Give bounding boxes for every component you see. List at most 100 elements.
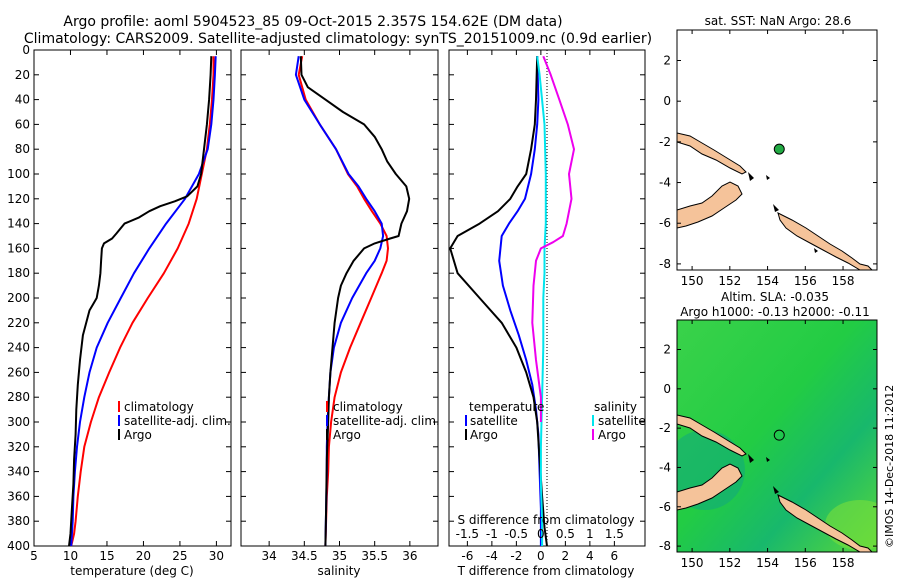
depth-tick-label: 0 (22, 43, 30, 57)
temperature-tick-labels: 5 10 15 20 25 30 (30, 49, 231, 563)
legend-satellite-label: satellite-adj. clim. (333, 414, 440, 428)
temperature-series (68, 56, 217, 547)
lat-tick-label: 0 (663, 94, 671, 108)
lon-tick-label: 154 (756, 556, 779, 570)
lon-tick-label: 152 (718, 274, 741, 288)
island-3 (766, 175, 770, 180)
depth-tick-label: 240 (7, 341, 30, 355)
salinity-axes-frame (240, 49, 439, 547)
legend-argo-label: Argo (333, 428, 361, 442)
x-tick-label: 2 (562, 549, 570, 563)
lat-tick-label: 2 (663, 54, 671, 68)
depth-tick-label: 160 (7, 241, 30, 255)
new-ireland-north (677, 132, 747, 175)
salinity-xlabel: salinity (317, 564, 360, 578)
lat-tick-label: 0 (663, 382, 671, 396)
x-tick-label: 34.5 (291, 549, 318, 563)
legend-argo-label: Argo (124, 428, 152, 442)
series-line-temperature-argo (449, 56, 548, 547)
legend-climatology-label: climatology (333, 400, 403, 414)
lon-tick-label: 154 (756, 274, 779, 288)
x-tick-label: 34 (262, 549, 277, 563)
sla-map-title-2: Argo h1000: -0.13 h2000: -0.11 (680, 305, 870, 319)
island-1 (748, 454, 754, 463)
s-difference-label: S difference from climatology (458, 513, 635, 527)
depth-tick-label: 20 (15, 68, 30, 82)
lon-tick-label: 150 (681, 274, 704, 288)
sla-map-coastline (677, 414, 873, 552)
depth-tick-label: 60 (15, 117, 30, 131)
depth-tick-label: 80 (15, 142, 30, 156)
depth-tick-label: 140 (7, 217, 30, 231)
legend-temp-argo-label: Argo (470, 428, 498, 442)
depth-tick-label: 280 (7, 390, 30, 404)
lat-tick-label: -6 (659, 216, 671, 230)
sst-map-panel: sat. SST: NaN Argo: 28.6 -8-6-4-202 150 1… (659, 14, 878, 288)
island-1 (748, 172, 754, 181)
legend-sal-satellite-label: satellite (598, 414, 646, 428)
new-ireland-north (677, 414, 747, 457)
legend-satellite-label: satellite-adj. clim. (124, 414, 231, 428)
sla-map-lat-labels: -8 -6 -4 -2 0 2 (659, 342, 877, 553)
depth-tick-label: 120 (7, 192, 30, 206)
depth-tick-label: 320 (7, 440, 30, 454)
x-tick-label: 25 (172, 549, 187, 563)
x-tick-label: 5 (30, 549, 38, 563)
x-tick-label: 0 (537, 549, 545, 563)
difference-xlabel: T difference from climatology (457, 564, 635, 578)
series-line-salinity-argo (531, 55, 575, 422)
series-line-climatology (297, 56, 389, 547)
s-tick-label: 1 (586, 527, 594, 541)
s-tick-label: -1.5 (456, 527, 479, 541)
s-tick-label: 0.5 (556, 527, 575, 541)
s-tick-label: -0.5 (505, 527, 528, 541)
lat-tick-label: -8 (659, 539, 671, 553)
x-tick-label: 15 (99, 549, 114, 563)
argo-float-marker (773, 429, 785, 441)
bougainville-land (777, 212, 873, 270)
sst-map-lon-labels: 150 152 154 156 158 (681, 30, 854, 288)
bougainville-land (777, 494, 873, 552)
depth-tick-label: 300 (7, 415, 30, 429)
depth-tick-label: 40 (15, 93, 30, 107)
legend-salinity-header: salinity (594, 400, 637, 414)
x-tick-label: 6 (611, 549, 619, 563)
depth-tick-label: 400 (7, 539, 30, 553)
lon-tick-label: 158 (832, 556, 855, 570)
temperature-axes-frame (33, 49, 232, 547)
x-tick-label: 10 (63, 549, 78, 563)
lon-tick-label: 156 (794, 556, 817, 570)
sst-map-frame (676, 29, 878, 271)
island-2 (773, 486, 779, 494)
lat-tick-label: -4 (659, 176, 671, 190)
depth-tick-labels: 0 20 40 60 80 100 120 140 160 180 200 220 240 260 280 3… (7, 43, 30, 553)
x-tick-label: -4 (486, 549, 498, 563)
island-2 (773, 204, 779, 212)
series-line-salinity-satellite (536, 56, 547, 546)
sla-map-frame (676, 319, 878, 553)
salinity-panel: 34 34.5 35 35.5 36 climatology satellite-adj… (240, 49, 440, 578)
difference-legend: temperature satellite Argo salinity sate… (465, 400, 646, 442)
s-difference-tick-labels: -1.5 -1 -0.5 0 0.5 1 1.5 (456, 527, 624, 541)
sla-map-lon-labels: 150 152 154 156 158 (681, 320, 855, 570)
temperature-legend: climatology satellite-adj. clim. Argo (118, 400, 231, 442)
salinity-tick-labels: 34 34.5 35 35.5 36 (241, 49, 438, 563)
difference-series (449, 55, 575, 547)
island-3 (766, 457, 770, 462)
lon-tick-label: 152 (718, 556, 741, 570)
temperature-panel: 0 20 40 60 80 100 120 140 160 180 200 220 240 260 280 3… (7, 43, 232, 578)
depth-tick-label: 220 (7, 316, 30, 330)
argo-float-marker (773, 143, 785, 155)
sst-map-coastline (677, 132, 873, 270)
new-ireland-land (677, 181, 743, 229)
depth-tick-label: 180 (7, 266, 30, 280)
imos-credit: ©IMOS 14-Dec-2018 11:2012 (883, 385, 896, 548)
new-ireland-land (677, 463, 743, 511)
x-tick-label: -2 (510, 549, 522, 563)
depth-tick-label: 100 (7, 167, 30, 181)
x-tick-label: 35.5 (361, 549, 388, 563)
lon-tick-label: 156 (794, 274, 817, 288)
series-line-argo (68, 56, 213, 547)
depth-tick-label: 360 (7, 489, 30, 503)
